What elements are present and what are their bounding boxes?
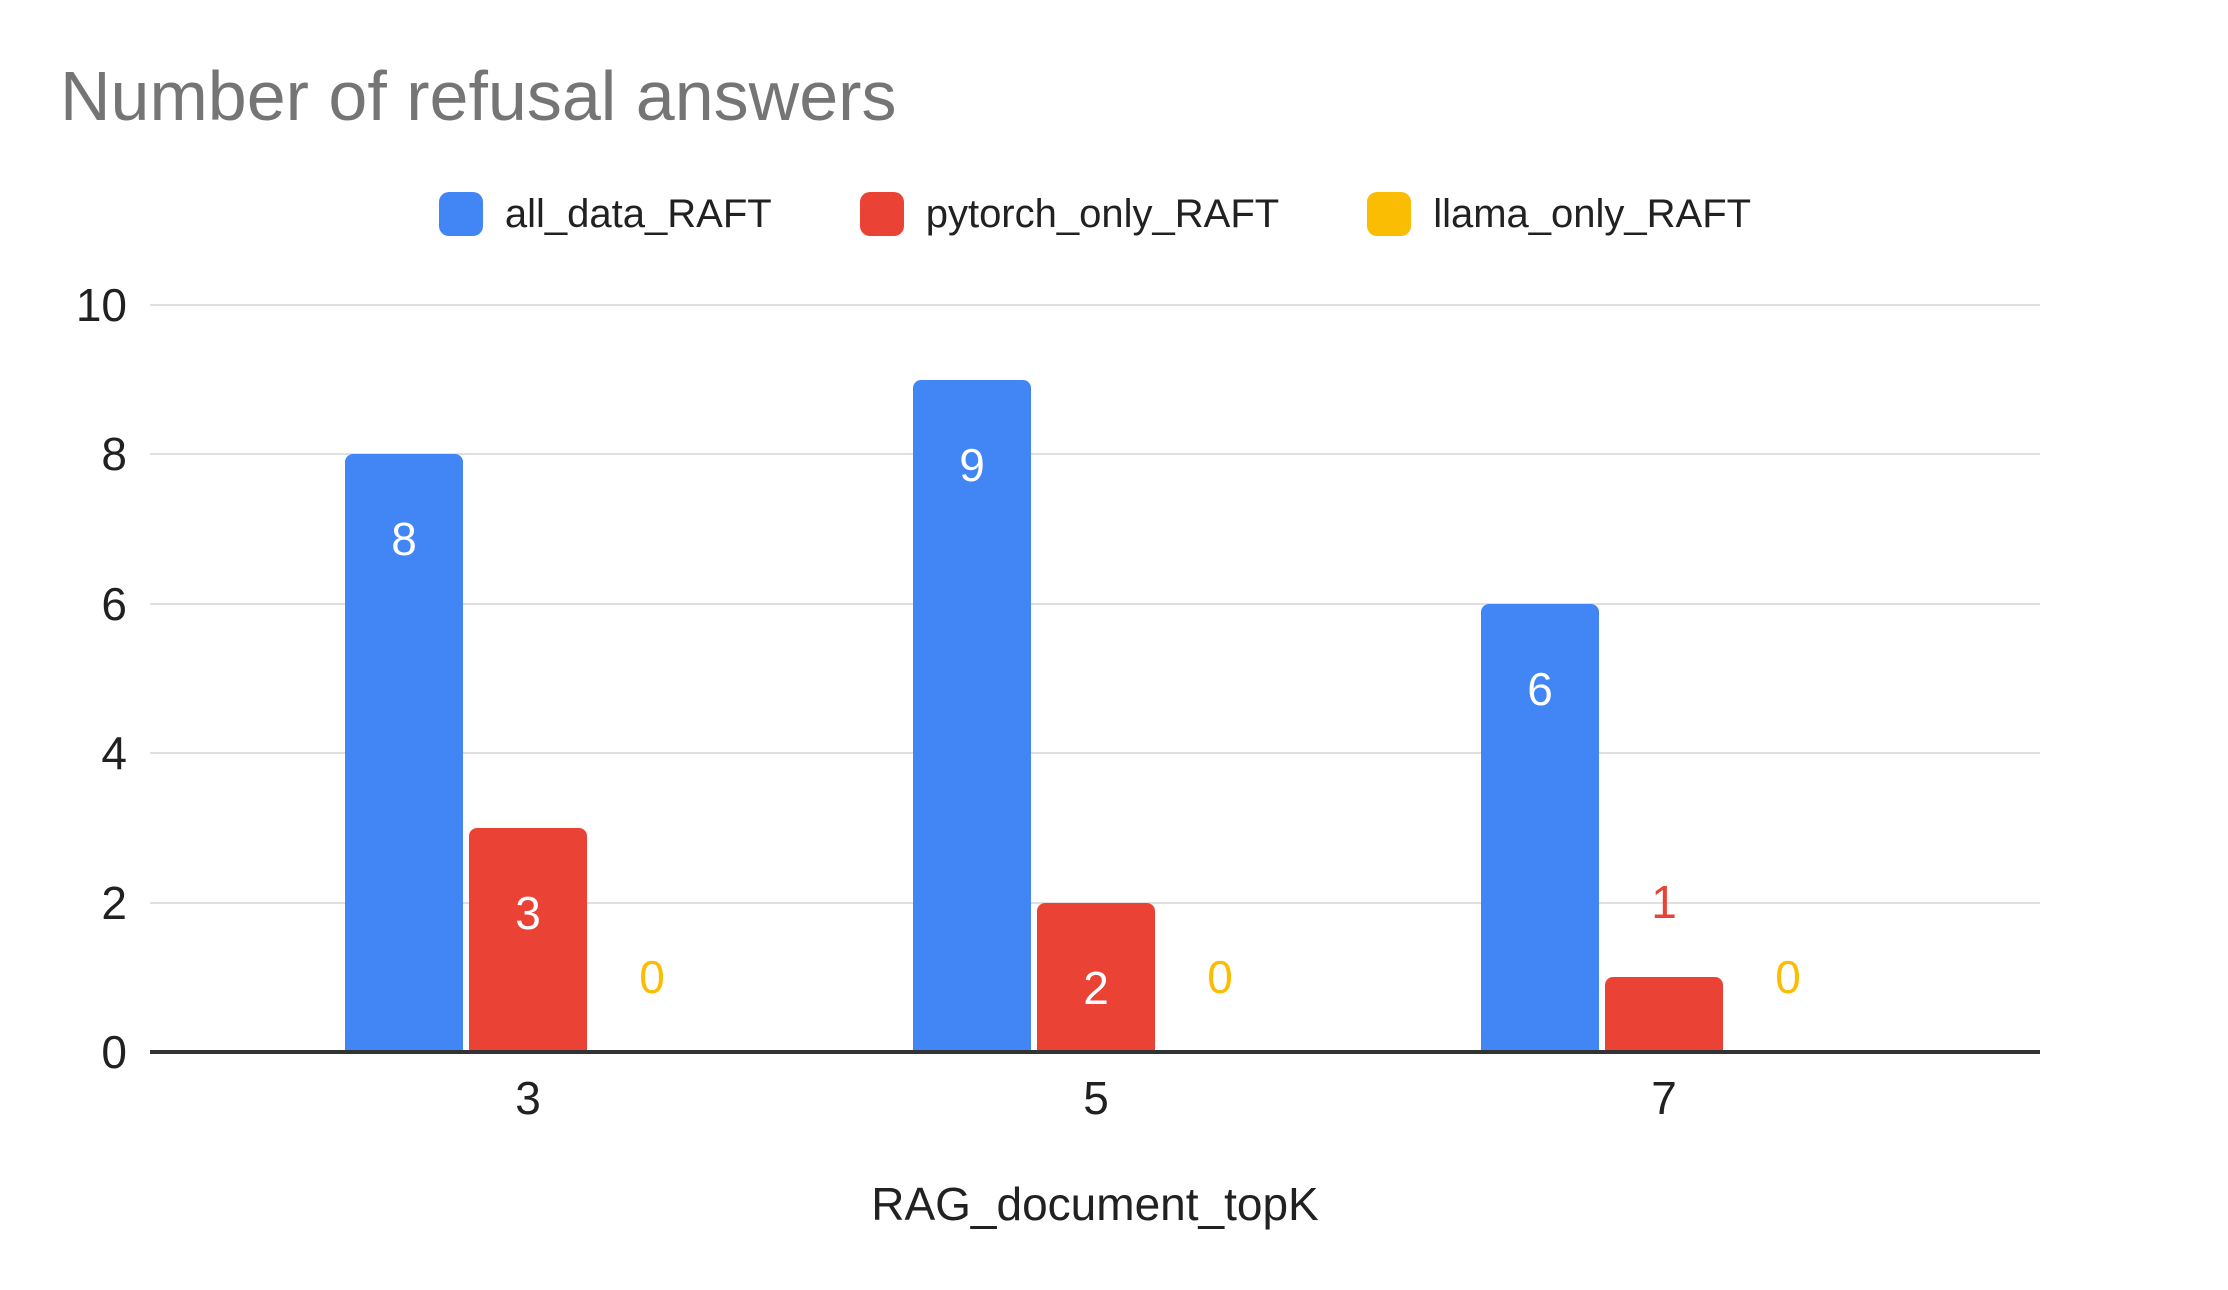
legend-swatch-blue <box>438 192 483 236</box>
bar-value-label: 6 <box>1527 662 1553 715</box>
gridline-8 <box>150 453 2040 455</box>
legend-swatch-yellow <box>1367 192 1412 236</box>
legend-swatch-red <box>859 192 904 236</box>
bar-pytorch-only-raft-7: 1 <box>1605 879 1723 1052</box>
x-tick-5: 5 <box>1083 1072 1109 1124</box>
x-tick-7: 7 <box>1651 1072 1677 1124</box>
bar-pytorch-only-raft-3: 3 <box>469 827 587 1052</box>
legend-item-llama-only-raft: llama_only_RAFT <box>1367 192 1751 237</box>
bar-all-data-raft-7: 6 <box>1481 603 1599 1052</box>
bar-pytorch-only-raft-5: 2 <box>1037 902 1155 1052</box>
bar-all-data-raft-3: 8 <box>345 454 463 1052</box>
legend-label: llama_only_RAFT <box>1433 191 1752 236</box>
bar-slot-llama-only-raft-5: 0 <box>1161 305 1279 1052</box>
x-tick-3: 3 <box>515 1072 541 1124</box>
bar-slot-all-data-raft-5: 9 <box>913 305 1031 1052</box>
bar-value-label: 0 <box>1207 951 1233 1003</box>
bar-value-label: 0 <box>639 951 665 1003</box>
bar-value-label: 1 <box>1651 876 1677 929</box>
y-tick-10: 10 <box>75 279 127 331</box>
plot-area: 8 3 0 9 2 0 6 <box>150 304 2040 1054</box>
bar-value-label: 2 <box>1083 961 1109 1014</box>
y-tick-6: 6 <box>101 578 127 630</box>
bar-slot-pytorch-only-raft-5: 2 <box>1037 305 1155 1052</box>
gridline-10 <box>150 304 2040 306</box>
bar-slot-llama-only-raft-3: 0 <box>593 305 711 1052</box>
y-tick-2: 2 <box>101 877 127 929</box>
x-axis-title: RAG_document_topK <box>871 1178 1319 1230</box>
bar-value-label: 0 <box>1775 951 1801 1003</box>
gridline-4 <box>150 752 2040 754</box>
bar-slot-all-data-raft-7: 6 <box>1481 305 1599 1052</box>
chart-title: Number of refusal answers <box>60 57 897 135</box>
y-tick-4: 4 <box>101 727 127 779</box>
x-axis-baseline <box>150 1050 2040 1054</box>
legend-item-pytorch-only-raft: pytorch_only_RAFT <box>859 191 1280 237</box>
legend-label: all_data_RAFT <box>504 191 772 236</box>
bar-value-label: 8 <box>391 513 417 566</box>
legend-label: pytorch_only_RAFT <box>925 191 1280 236</box>
legend-item-all-data-raft: all_data_RAFT <box>438 191 772 237</box>
gridline-6 <box>150 603 2040 605</box>
bar-all-data-raft-5: 9 <box>913 379 1031 1052</box>
bar-value-label: 9 <box>959 438 985 491</box>
y-tick-8: 8 <box>101 428 127 480</box>
y-tick-0: 0 <box>101 1026 127 1078</box>
legend: all_data_RAFT pytorch_only_RAFT llama_on… <box>150 186 2040 242</box>
bar-slot-pytorch-only-raft-3: 3 <box>469 305 587 1052</box>
bar-slot-pytorch-only-raft-7: 1 <box>1605 305 1723 1052</box>
bar-slot-all-data-raft-3: 8 <box>345 305 463 1052</box>
bar-slot-llama-only-raft-7: 0 <box>1729 305 1847 1052</box>
bar-value-label: 3 <box>515 886 541 939</box>
